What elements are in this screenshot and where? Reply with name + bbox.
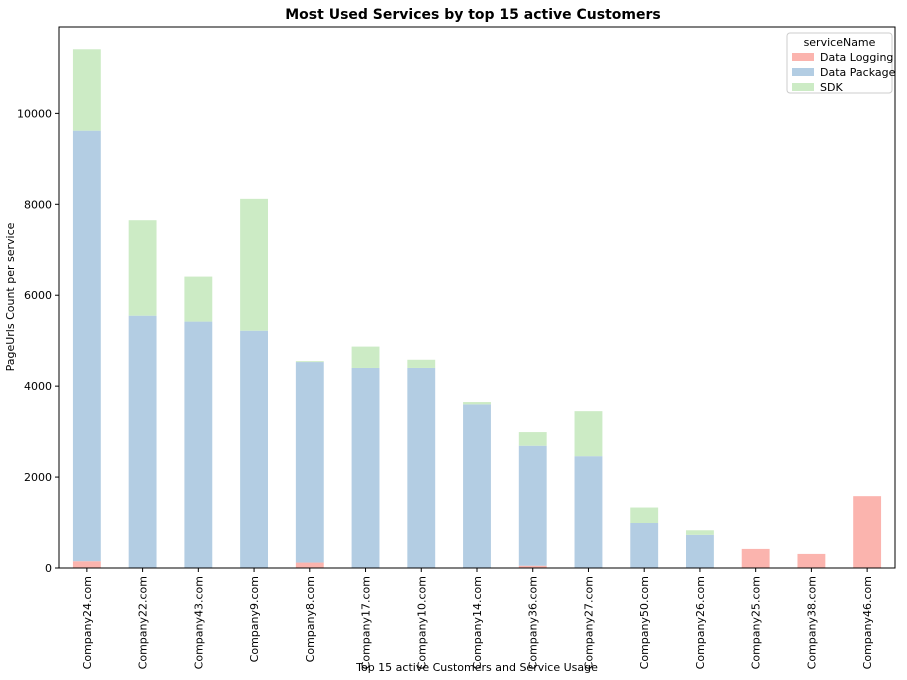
bar-sdk-company26-com: [686, 530, 714, 535]
x-tick-label: Company38.com: [805, 576, 818, 669]
bar-data-package-company8-com: [295, 362, 324, 563]
x-axis-label: Top 15 active Customers and Service Usag…: [355, 661, 598, 674]
bar-data-package-company27-com: [574, 456, 603, 568]
bar-data-package-company43-com: [184, 321, 213, 568]
bar-data-logging-company36-com: [518, 565, 547, 568]
x-tick-label: Company14.com: [471, 576, 484, 669]
bars-group: [72, 49, 882, 568]
y-tick-label: 10000: [17, 107, 52, 120]
y-tick-label: 0: [45, 562, 52, 575]
bar-sdk-company27-com: [574, 411, 603, 457]
bar-data-logging-company46-com: [853, 496, 882, 568]
x-ticks-group: Company24.com Company22.com Company43.com C…: [81, 568, 874, 669]
bar-data-package-company24-com: [72, 130, 101, 562]
x-tick-label: Company43.com: [192, 576, 205, 669]
legend-swatch-data-package: [792, 68, 814, 76]
x-tick-label: Company50.com: [638, 576, 651, 669]
bar-sdk-company22-com: [128, 220, 157, 316]
bar-sdk-company9-com: [240, 198, 268, 331]
x-tick-label: Company17.com: [360, 576, 373, 669]
legend-label-data-package: Data Package: [820, 66, 896, 79]
y-tick-label: 4000: [24, 380, 52, 393]
bar-sdk-company17-com: [351, 346, 380, 368]
bar-data-package-company9-com: [240, 330, 268, 568]
bar-sdk-company24-com: [72, 49, 101, 131]
y-ticks-group: 0 2000 4000 6000 8000 10000: [17, 107, 59, 575]
bar-sdk-company8-com: [295, 361, 324, 363]
x-tick-label: Company8.com: [304, 576, 317, 662]
bar-data-package-company10-com: [407, 367, 436, 568]
bar-data-package-company17-com: [351, 367, 380, 568]
x-tick-label: Company46.com: [861, 576, 874, 669]
x-tick-label: Company9.com: [248, 576, 261, 662]
bar-data-package-company36-com: [518, 445, 547, 566]
plot-frame: [58, 26, 896, 569]
x-tick-label: Company22.com: [137, 576, 150, 669]
bar-sdk-company43-com: [184, 276, 213, 322]
legend-label-sdk: SDK: [820, 81, 843, 94]
y-tick-label: 8000: [24, 198, 52, 211]
bar-data-package-company22-com: [128, 315, 157, 568]
bar-sdk-company36-com: [518, 432, 547, 446]
bar-data-logging-company8-com: [295, 562, 324, 568]
bar-sdk-company14-com: [463, 402, 491, 405]
bar-sdk-company10-com: [407, 359, 436, 368]
y-tick-label: 2000: [24, 471, 52, 484]
legend: serviceName Data Logging Data Package SDK: [786, 32, 896, 94]
bar-data-package-company50-com: [630, 522, 659, 568]
legend-title: serviceName: [804, 36, 876, 49]
legend-swatch-sdk: [792, 83, 814, 91]
x-tick-label: Company10.com: [415, 576, 428, 669]
bar-data-package-company14-com: [463, 404, 491, 568]
bar-data-package-company26-com: [686, 534, 714, 568]
bar-data-logging-company24-com: [72, 561, 101, 568]
x-tick-label: Company25.com: [750, 576, 763, 669]
legend-label-data-logging: Data Logging: [820, 51, 893, 64]
x-tick-label: Company26.com: [694, 576, 707, 669]
x-tick-label: Company36.com: [527, 576, 540, 669]
chart-title: Most Used Services by top 15 active Cust…: [285, 7, 660, 23]
x-tick-label: Company27.com: [582, 576, 595, 669]
y-axis-label: PageUrls Count per service: [4, 222, 17, 371]
bar-sdk-company50-com: [630, 507, 659, 523]
bar-data-logging-company38-com: [797, 553, 826, 568]
bar-data-logging-company25-com: [741, 548, 770, 568]
legend-swatch-data-logging: [792, 53, 814, 61]
y-tick-label: 6000: [24, 289, 52, 302]
legend-box: [786, 32, 893, 94]
x-tick-label: Company24.com: [81, 576, 94, 669]
